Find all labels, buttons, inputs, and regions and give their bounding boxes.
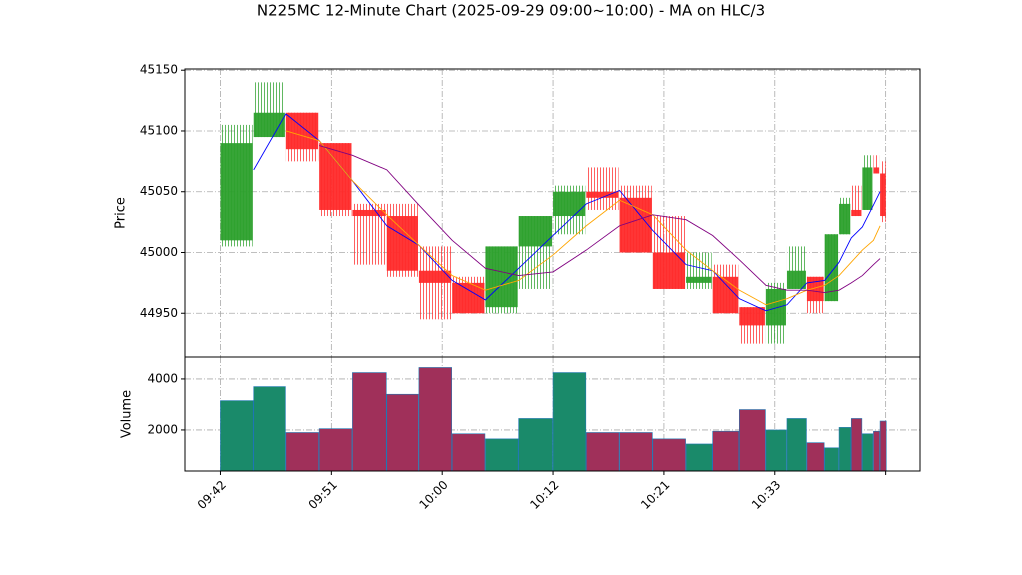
candle-wick — [851, 185, 862, 217]
volume-bar — [765, 429, 787, 472]
candle-body — [619, 197, 652, 253]
volume-bar — [738, 409, 766, 472]
chart-title: N225MC 12-Minute Chart (2025-09-29 09:00… — [257, 2, 765, 20]
volume-bar — [352, 372, 387, 472]
candle-body — [765, 288, 786, 326]
volume-bar — [552, 372, 587, 472]
candle-body — [873, 167, 880, 174]
y-tick-label: 4000 — [147, 371, 178, 385]
price-layer — [220, 82, 886, 344]
volume-bar — [619, 432, 653, 472]
volume-bar — [253, 386, 286, 472]
y-tick-label: 45150 — [140, 63, 178, 77]
volume-bar — [652, 438, 686, 472]
ma-line — [319, 145, 881, 294]
volume-axis-label: Volume — [120, 390, 135, 438]
candle-body — [686, 276, 712, 283]
candle-body — [839, 203, 851, 235]
y-tick-label: 45100 — [140, 123, 178, 137]
candle-body — [652, 252, 686, 289]
volume-bar — [824, 447, 839, 472]
volume-bar — [586, 432, 620, 472]
ma-line — [253, 113, 881, 312]
volume-bar — [873, 430, 880, 472]
volume-bar — [850, 418, 863, 472]
candle-body — [824, 234, 839, 302]
volume-bar — [386, 393, 419, 472]
volume-bar — [685, 443, 713, 472]
candle-body — [851, 209, 862, 217]
candle-body — [553, 191, 586, 217]
volume-bar — [862, 433, 874, 472]
volume-bar — [806, 442, 825, 472]
volume-bar — [418, 367, 452, 472]
candle-wick — [686, 252, 712, 289]
candle-body — [352, 209, 386, 217]
candle-wick — [873, 155, 880, 174]
volume-bar — [838, 427, 852, 472]
y-axis-label: Price — [114, 197, 129, 229]
candle-body — [786, 270, 806, 289]
candle-wick — [586, 167, 619, 210]
y-tick-label: 44950 — [140, 306, 178, 320]
candle-body — [452, 282, 485, 314]
volume-bar — [285, 432, 319, 472]
volume-bar — [712, 430, 740, 472]
candle-body — [880, 173, 886, 217]
y-tick-label: 45050 — [140, 184, 178, 198]
y-tick-label: 45000 — [140, 245, 178, 259]
candle-body — [319, 143, 352, 210]
ma-line — [285, 130, 881, 306]
candle-body — [220, 143, 253, 241]
candle-body — [485, 246, 518, 308]
volume-bar — [518, 418, 553, 472]
candle-body — [712, 276, 739, 314]
candle-body — [739, 307, 765, 326]
volume-bar — [451, 433, 486, 472]
candle-body — [806, 276, 824, 302]
candle-body — [862, 167, 873, 210]
volume-bar — [879, 420, 887, 472]
candle-body — [253, 112, 285, 138]
volume-bar — [786, 418, 807, 472]
volume-bar — [220, 400, 254, 472]
candle-body — [386, 216, 418, 271]
volume-bar — [318, 428, 353, 472]
volume-frame — [184, 356, 921, 472]
candle-body — [418, 270, 452, 283]
volume-bar — [485, 438, 519, 472]
candle-body — [518, 216, 553, 247]
candle-body — [586, 191, 619, 198]
y-tick-label: 2000 — [147, 422, 178, 436]
